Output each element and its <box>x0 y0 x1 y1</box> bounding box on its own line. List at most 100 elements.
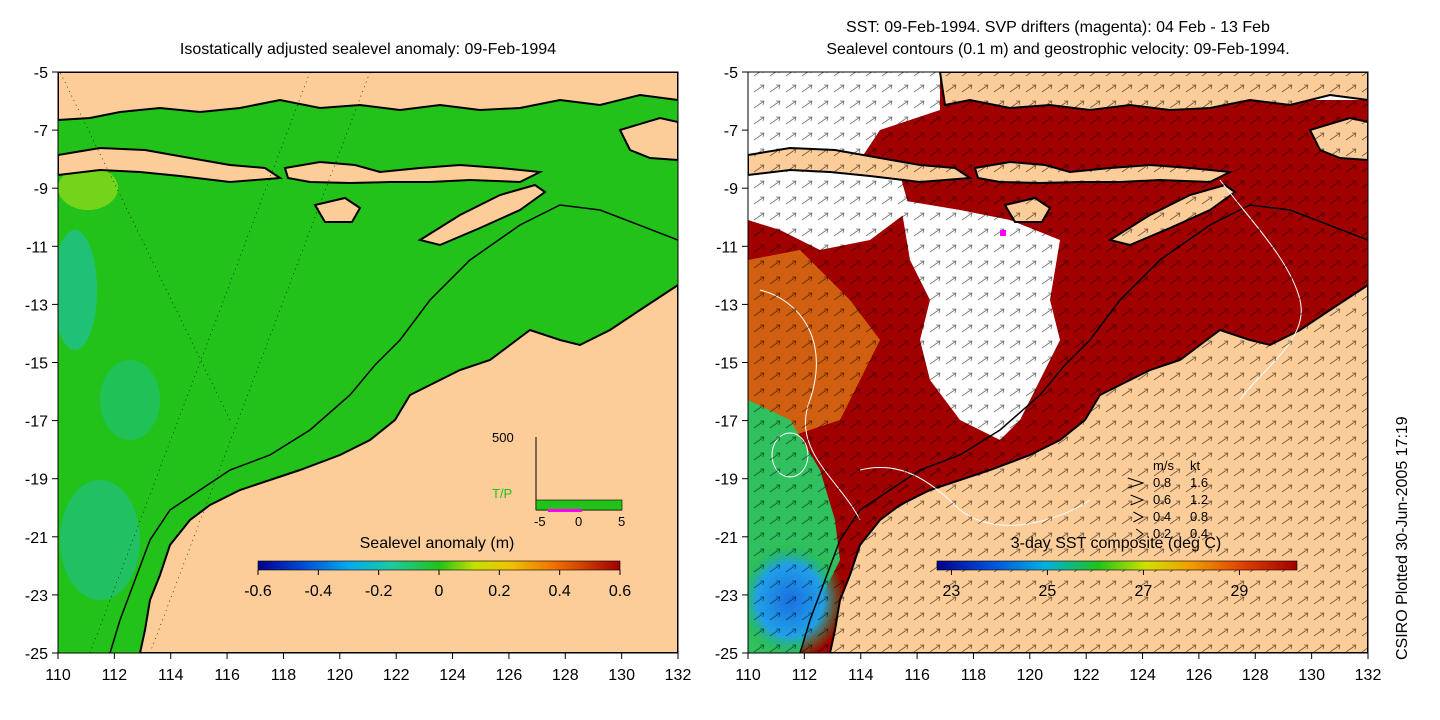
right-map-x-tick-label: 124 <box>1129 667 1156 684</box>
right-map-y-tick-label: -9 <box>724 181 738 198</box>
left-map-x-tick-label: 132 <box>665 667 692 684</box>
java-island <box>58 146 283 184</box>
altimeter-track-2 <box>149 72 371 653</box>
inset-x-tick-min: -5 <box>534 514 546 529</box>
right-map-x-tick-label: 118 <box>961 667 987 684</box>
left-map-x-tick-label: 110 <box>45 667 71 684</box>
velocity-legend-kt-value: 0.8 <box>1190 509 1208 524</box>
inset-series-label: T/P <box>492 486 512 501</box>
right-map-y-tick-label: -21 <box>715 530 738 547</box>
sumba-island <box>313 196 362 223</box>
velocity-legend-arrow <box>1135 528 1144 540</box>
sst-map <box>748 72 1368 653</box>
velocity-legend-kt-value: 1.2 <box>1190 492 1208 507</box>
velocity-legend-kt-header: kt <box>1190 458 1201 473</box>
left-map-x-tick-label: 114 <box>158 667 184 684</box>
right-map-x-tick-label: 112 <box>792 667 818 684</box>
right-map-x-tick-label: 114 <box>848 667 874 684</box>
sealevel-colorbar-tick-label: 0.6 <box>609 583 631 600</box>
velocity-legend: m/s kt 0.8 1.6 0.6 1.2 0.4 0.8 0.2 0.4 <box>1127 458 1208 541</box>
altimeter-track-1 <box>89 72 311 653</box>
inset-bars <box>535 499 623 511</box>
timor-island <box>417 183 547 247</box>
anomaly-low-patch-central <box>100 360 160 440</box>
velocity-legend-kt-value: 1.6 <box>1190 475 1208 490</box>
sst-colorbar-tick-label: 27 <box>1135 583 1153 600</box>
right-map-y-tick-label: -13 <box>715 297 738 314</box>
left-map-y-tick-label: -5 <box>34 65 48 82</box>
velocity-legend-ms-header: m/s <box>1153 458 1174 473</box>
sst-colorbar-tick-label: 23 <box>943 583 961 600</box>
right-map-y-tick-label: -11 <box>716 239 738 256</box>
left-map-x-tick-label: 120 <box>326 667 353 684</box>
right-map-x-tick-label: 116 <box>904 667 930 684</box>
sst-colorbar-tick-label: 29 <box>1231 583 1249 600</box>
left-map-x-tick-label: 112 <box>102 667 128 684</box>
right-map-y-tick-label: -23 <box>715 588 738 605</box>
right-map-x-tick-label: 130 <box>1298 667 1325 684</box>
inset-x-tick-max: 5 <box>618 514 625 529</box>
right-map-y-tick-label: -7 <box>724 123 738 140</box>
right-map-x-tick-label: 122 <box>1073 667 1100 684</box>
northern-islands <box>58 72 678 122</box>
right-map-y-tick-label: -17 <box>715 414 738 431</box>
left-map-y-tick-label: -11 <box>26 239 48 256</box>
left-map-y-tick-label: -7 <box>34 123 48 140</box>
right-panel-title-line1: SST: 09-Feb-1994. SVP drifters (magenta)… <box>846 19 1270 36</box>
sealevel-colorbar-tick-label: -0.6 <box>244 583 272 600</box>
sst-colorbar-label: 3-day SST composite (deg C) <box>1011 535 1221 552</box>
right-map-x-tick-label: 120 <box>1016 667 1043 684</box>
right-map-x-tick-label: 132 <box>1355 667 1382 684</box>
sealevel-colorbar-tick-label: 0 <box>435 583 444 600</box>
tp-inset-chart: 500 T/P -5 0 5 <box>492 430 625 529</box>
right-map-y-tick-label: -25 <box>715 646 738 663</box>
left-map-x-tick-label: 126 <box>496 667 523 684</box>
sst-colorbar-tick-label: 25 <box>1039 583 1057 600</box>
left-map-y-tick-label: -17 <box>25 414 48 431</box>
sst-colorbar-gradient <box>936 560 1298 571</box>
inset-x-tick-zero: 0 <box>575 514 582 529</box>
left-map-y-tick-label: -25 <box>25 646 48 663</box>
left-map-x-tick-label: 116 <box>214 667 240 684</box>
velocity-legend-arrow <box>1127 477 1145 489</box>
left-map-y-tick-label: -23 <box>25 588 48 605</box>
left-map-x-tick-label: 128 <box>552 667 579 684</box>
left-map-y-tick-label: -15 <box>25 356 48 373</box>
right-map-x-tick-label: 128 <box>1242 667 1269 684</box>
sealevel-colorbar-gradient <box>257 560 621 571</box>
velocity-legend-ms-value: 0.6 <box>1153 492 1171 507</box>
right-map-x-tick-label: 126 <box>1186 667 1213 684</box>
left-panel-title: Isostatically adjusted sealevel anomaly:… <box>179 41 557 58</box>
velocity-legend-arrow <box>1130 494 1145 506</box>
velocity-legend-kt-value: 0.4 <box>1190 526 1208 541</box>
bali-lombok-islands <box>283 160 544 185</box>
left-map-y-tick-label: -21 <box>25 530 48 547</box>
inset-y-label: 500 <box>492 430 514 445</box>
sealevel-colorbar-tick-label: 0.2 <box>488 583 510 600</box>
anomaly-low-patch-west <box>58 230 97 350</box>
sealevel-colorbar-tick-label: -0.4 <box>305 583 333 600</box>
velocity-legend-arrow <box>1133 511 1145 523</box>
left-map-x-tick-label: 124 <box>439 667 466 684</box>
geostrophic-velocity-field <box>748 72 1368 653</box>
left-map-x-tick-label: 122 <box>383 667 410 684</box>
sealevel-colorbar-tick-label: -0.2 <box>365 583 393 600</box>
left-map-x-tick-label: 130 <box>608 667 635 684</box>
left-map-axes: 110 112 114 116 118 120 122 124 126 128 130 132 -5 -7… <box>25 65 692 684</box>
left-map-y-tick-label: -9 <box>34 181 48 198</box>
right-panel-title-line2: Sealevel contours (0.1 m) and geostrophi… <box>826 41 1290 58</box>
drifter-marker <box>1000 230 1006 236</box>
left-map-x-tick-label: 118 <box>271 667 297 684</box>
sealevel-colorbar: Sealevel anomaly (m) -0.6 -0.4 -0.2 0 0.2 0.4… <box>244 535 631 600</box>
right-map-y-tick-label: -19 <box>715 472 738 489</box>
sst-colorbar: 3-day SST composite (deg C) 23 25 27 29 <box>936 535 1298 600</box>
anomaly-low-patch-southwest <box>60 480 140 600</box>
right-map-axes: 110 112 114 116 118 120 122 124 126 128 130 132 -5 -7… <box>715 65 1382 684</box>
banda-sea-islands <box>618 116 678 162</box>
shelf-contour <box>109 204 678 653</box>
right-map-x-tick-label: 110 <box>735 667 761 684</box>
inset-drifter-bar <box>548 509 582 512</box>
left-map-y-tick-label: -19 <box>25 472 48 489</box>
anomaly-high-patch <box>58 166 118 210</box>
